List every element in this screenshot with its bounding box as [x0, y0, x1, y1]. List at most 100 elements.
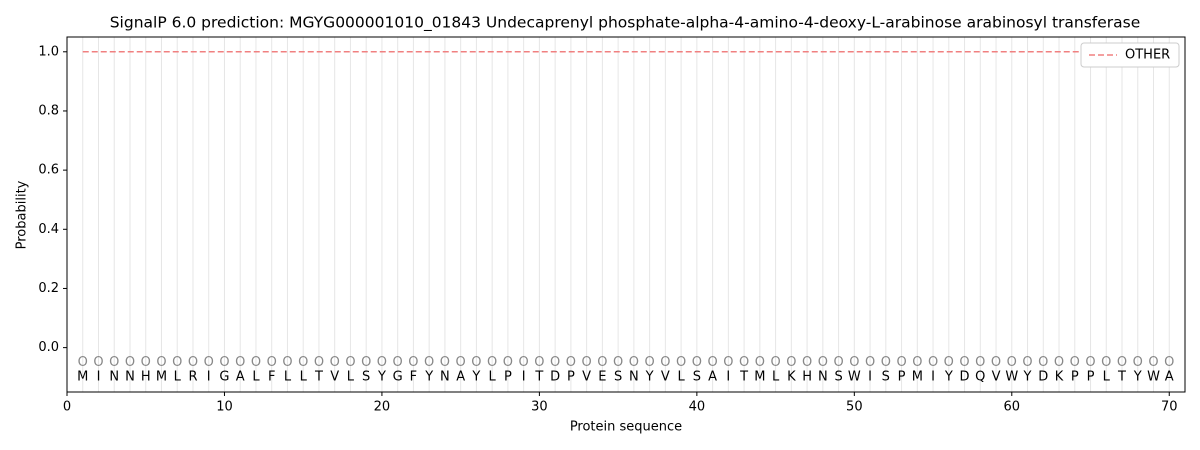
predicted-label: O [770, 355, 780, 370]
predicted-label: O [408, 355, 418, 370]
residue: V [661, 370, 670, 385]
predicted-label: O [109, 355, 119, 370]
residue: D [1038, 370, 1048, 385]
predicted-label: O [692, 355, 702, 370]
residue: I [931, 370, 935, 385]
residue: A [708, 370, 717, 385]
predicted-label: O [739, 355, 749, 370]
x-tick-label: 70 [1161, 400, 1178, 415]
residue: F [410, 370, 417, 385]
chart-title: SignalP 6.0 prediction: MGYG000001010_01… [110, 14, 1141, 33]
residue: W [848, 370, 861, 385]
residue: L [252, 370, 260, 385]
residue: Y [377, 370, 386, 385]
residue: T [739, 370, 748, 385]
residue: Y [645, 370, 654, 385]
x-tick-label: 10 [216, 400, 233, 415]
x-tick-label: 20 [374, 400, 391, 415]
x-tick-label: 60 [1004, 400, 1021, 415]
predicted-label: O [519, 355, 529, 370]
predicted-label: O [235, 355, 245, 370]
predicted-label: O [1038, 355, 1048, 370]
predicted-label: O [833, 355, 843, 370]
residue: L [677, 370, 685, 385]
predicted-label: O [975, 355, 985, 370]
residue: I [522, 370, 526, 385]
predicted-label: O [629, 355, 639, 370]
predicted-label: O [393, 355, 403, 370]
y-tick-label: 1.0 [38, 44, 59, 59]
residue: N [109, 370, 119, 385]
predicted-label: O [896, 355, 906, 370]
predicted-label: O [550, 355, 560, 370]
residue: Y [424, 370, 433, 385]
predicted-label: O [613, 355, 623, 370]
residue: S [362, 370, 370, 385]
residue: G [219, 370, 229, 385]
residue: I [97, 370, 101, 385]
predicted-label: O [1133, 355, 1143, 370]
residue: N [440, 370, 450, 385]
predicted-label: O [487, 355, 497, 370]
residue: I [726, 370, 730, 385]
x-tick-label: 50 [846, 400, 863, 415]
predicted-label: O [282, 355, 292, 370]
residue: W [1005, 370, 1018, 385]
predicted-label: O [456, 355, 466, 370]
residue: H [802, 370, 812, 385]
predicted-label: O [219, 355, 229, 370]
x-tick-label: 30 [531, 400, 548, 415]
y-axis-label: Probability [15, 180, 30, 249]
residue: Y [471, 370, 480, 385]
legend-label: OTHER [1125, 48, 1170, 63]
predicted-label: O [912, 355, 922, 370]
residue: M [77, 370, 88, 385]
predicted-label: O [93, 355, 103, 370]
residue: E [598, 370, 606, 385]
predicted-label: O [345, 355, 355, 370]
residue: Y [1133, 370, 1142, 385]
predicted-label: O [944, 355, 954, 370]
predicted-label: O [755, 355, 765, 370]
residue: V [330, 370, 339, 385]
residue: W [1147, 370, 1160, 385]
x-tick-label: 40 [689, 400, 706, 415]
predicted-label: O [314, 355, 324, 370]
predicted-label: O [959, 355, 969, 370]
predicted-label: O [928, 355, 938, 370]
residue: N [629, 370, 639, 385]
residue: L [489, 370, 497, 385]
residue: H [141, 370, 151, 385]
y-tick-label: 0.2 [38, 281, 59, 296]
residue: P [567, 370, 575, 385]
legend-box [1080, 42, 1180, 68]
predicted-label: O [802, 355, 812, 370]
residue: L [174, 370, 182, 385]
residue: P [898, 370, 906, 385]
predicted-label: O [534, 355, 544, 370]
predicted-label: O [1117, 355, 1127, 370]
predicted-label: O [597, 355, 607, 370]
residue: V [992, 370, 1001, 385]
residue: L [772, 370, 780, 385]
y-tick-label: 0.4 [38, 222, 59, 237]
y-tick-label: 0.0 [38, 340, 59, 355]
predicted-label: O [786, 355, 796, 370]
residue: P [1087, 370, 1095, 385]
predicted-label: O [172, 355, 182, 370]
residue: P [504, 370, 512, 385]
residue: T [314, 370, 323, 385]
y-tick-label: 0.6 [38, 163, 59, 178]
predicted-label: O [645, 355, 655, 370]
residue: A [1165, 370, 1174, 385]
residue: Q [975, 370, 985, 385]
predicted-label: O [125, 355, 135, 370]
residue: T [1117, 370, 1126, 385]
predicted-label: O [440, 355, 450, 370]
residue: K [787, 370, 796, 385]
predicted-label: O [188, 355, 198, 370]
residue: L [1103, 370, 1111, 385]
residue: N [818, 370, 828, 385]
predicted-label: O [818, 355, 828, 370]
